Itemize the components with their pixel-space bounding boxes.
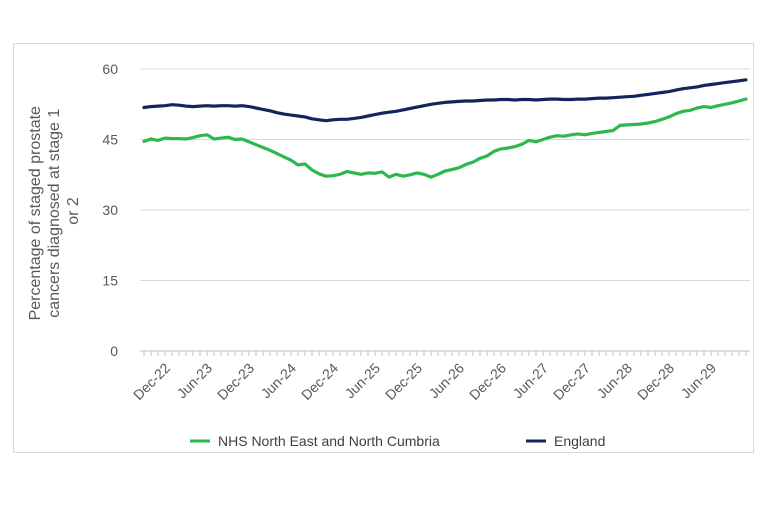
y-axis-label-line-2: cancers diagnosed at stage 1	[46, 109, 63, 318]
y-tick-label: 0	[110, 343, 118, 359]
x-tick-label: Jun-23	[174, 360, 216, 402]
legend: NHS North East and North Cumbria England	[190, 433, 605, 449]
series-line-nenc	[142, 97, 748, 179]
x-tick-label: Dec-25	[382, 360, 425, 403]
x-tick-label: Dec-22	[130, 360, 173, 403]
legend-label-england: England	[554, 433, 605, 449]
gridlines	[140, 68, 750, 281]
x-tick-label: Dec-27	[550, 360, 593, 403]
y-axis-ticks: 0 15 30 45 60	[102, 61, 118, 359]
x-tick-label: Dec-23	[214, 360, 257, 403]
y-axis-label-line-1: Percentage of staged prostate	[27, 106, 44, 320]
x-tick-label: Dec-24	[298, 360, 341, 403]
series-line-england	[142, 78, 748, 123]
x-tick-label: Jun-28	[594, 360, 636, 402]
y-tick-label: 15	[102, 273, 118, 289]
legend-label-nenc: NHS North East and North Cumbria	[218, 433, 440, 449]
x-tick-label: Jun-27	[510, 360, 552, 402]
x-tick-label: Dec-26	[466, 360, 509, 403]
y-tick-label: 60	[102, 61, 118, 77]
y-tick-label: 45	[102, 132, 118, 148]
x-tick-label: Jun-24	[258, 360, 300, 402]
x-tick-label: Jun-26	[426, 360, 468, 402]
x-tick-label: Jun-25	[342, 360, 384, 402]
y-axis-label-line-3: or 2	[65, 197, 82, 225]
x-tick-label: Jun-29	[678, 360, 720, 402]
chart-frame	[13, 43, 754, 453]
y-axis-label: Percentage of staged prostate cancers di…	[27, 102, 82, 321]
y-tick-label: 30	[102, 202, 118, 218]
series-lines	[142, 78, 748, 179]
x-tick-label: Dec-28	[634, 360, 677, 403]
